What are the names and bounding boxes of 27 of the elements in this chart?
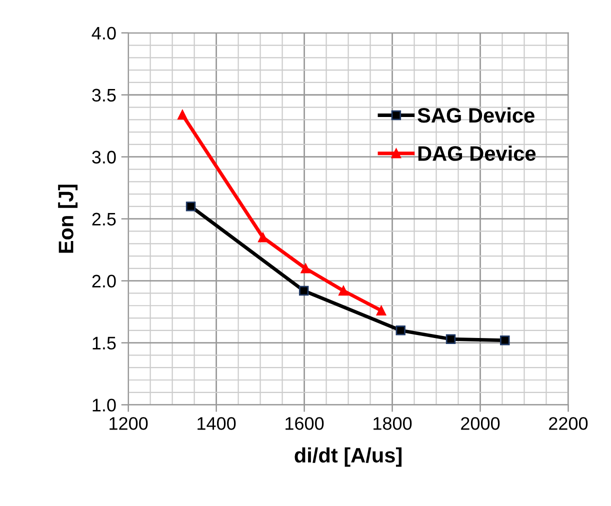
- x-tick-label: 1200: [110, 417, 148, 430]
- point: [178, 110, 188, 120]
- y-axis-title: Eon [J]: [58, 184, 78, 253]
- y-tick-label: 1.0: [92, 398, 116, 412]
- point: [376, 306, 386, 316]
- point: [500, 335, 510, 346]
- legend-label: SAG Device: [418, 107, 534, 123]
- x-tick-label: 1600: [286, 417, 324, 430]
- x-tick-label: 2000: [461, 417, 500, 430]
- point: [446, 334, 456, 344]
- x-tick-label: 1400: [198, 417, 236, 430]
- y-tick-label: 4.0: [92, 26, 116, 40]
- point: [338, 286, 348, 296]
- point: [186, 202, 196, 212]
- point: [300, 264, 310, 274]
- point: [298, 286, 309, 296]
- y-tick-label: 2.0: [92, 274, 116, 288]
- y-tick-label: 1.5: [92, 336, 116, 350]
- x-tick-label: 2200: [549, 417, 588, 430]
- x-axis-title: di/dt [A/us]: [294, 447, 402, 467]
- x-tick-label: 1800: [374, 417, 412, 430]
- point: [396, 326, 406, 336]
- legend-label: DAG Device: [418, 146, 536, 161]
- y-tick-label: 3.0: [92, 150, 116, 164]
- y-tick-label: 3.5: [92, 88, 116, 102]
- y-tick-label: 2.5: [92, 212, 116, 226]
- point: [258, 232, 268, 242]
